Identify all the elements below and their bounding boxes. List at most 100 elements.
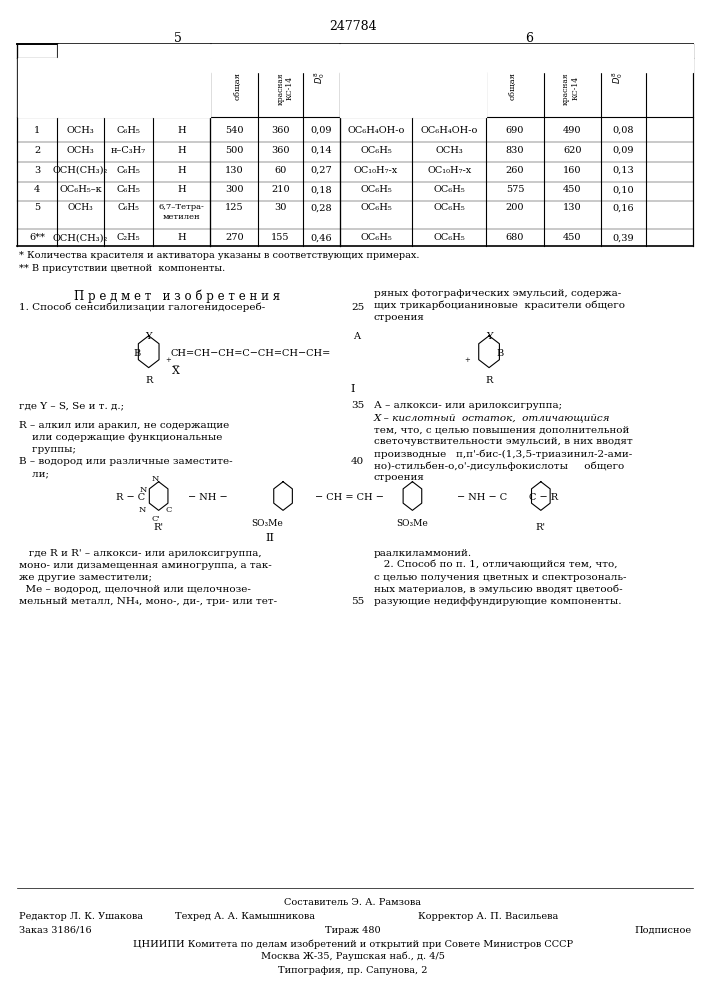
Text: 0,10: 0,10 <box>612 185 634 194</box>
Text: 0,39: 0,39 <box>612 233 634 242</box>
Text: C: C <box>165 506 172 514</box>
Text: Тираж 480: Тираж 480 <box>325 926 380 935</box>
Text: $D_0^8$: $D_0^8$ <box>610 72 625 84</box>
Text: Москва Ж-35, Раушская наб., д. 4/5: Москва Ж-35, Раушская наб., д. 4/5 <box>261 952 445 961</box>
Text: C₆H₅: C₆H₅ <box>117 126 140 135</box>
Text: A: A <box>77 64 84 73</box>
Text: 6**: 6** <box>29 233 45 242</box>
Text: R: R <box>486 376 493 385</box>
Bar <box>340 44 693 58</box>
Bar <box>153 58 210 117</box>
Text: $S_{0,85}$: $S_{0,85}$ <box>263 59 287 74</box>
Text: 30: 30 <box>274 203 287 212</box>
Text: №
при-
мера: № при- мера <box>26 64 48 90</box>
Text: строения: строения <box>373 313 424 322</box>
Text: ных материалов, в эмульсию вводят цветооб-: ных материалов, в эмульсию вводят цветоо… <box>373 585 622 594</box>
Text: 2. Способ по п. 1, отличающийся тем, что,: 2. Способ по п. 1, отличающийся тем, что… <box>373 561 617 570</box>
Text: раалкиламмоний.: раалкиламмоний. <box>373 549 472 558</box>
Text: $S_{0,85}$: $S_{0,85}$ <box>578 59 602 74</box>
Text: 0,46: 0,46 <box>310 233 332 242</box>
Text: общая: общая <box>233 72 241 100</box>
Text: H: H <box>177 126 186 135</box>
Text: П р е д м е т   и з о б р е т е н и я: П р е д м е т и з о б р е т е н и я <box>74 289 281 303</box>
Text: 540: 540 <box>225 126 243 135</box>
Text: 0,09: 0,09 <box>613 146 634 155</box>
Text: 210: 210 <box>271 185 290 194</box>
Text: Корректор А. П. Васильева: Корректор А. П. Васильева <box>419 912 559 921</box>
Text: 55: 55 <box>351 597 364 606</box>
Text: 0,18: 0,18 <box>310 185 332 194</box>
Text: 40: 40 <box>351 457 364 466</box>
Text: − NH − C: − NH − C <box>457 493 508 502</box>
Text: Краситель 1*: Краситель 1* <box>100 46 168 55</box>
Text: 300: 300 <box>225 185 243 194</box>
Text: ** В присутствии цветной  компоненты.: ** В присутствии цветной компоненты. <box>19 264 226 273</box>
Text: B: B <box>496 349 503 358</box>
Bar <box>58 44 210 58</box>
Text: I: I <box>351 384 355 394</box>
Text: н–C₃H₇: н–C₃H₇ <box>111 146 146 155</box>
Text: R – алкил или аракил, не содержащие: R – алкил или аракил, не содержащие <box>19 421 230 430</box>
Bar <box>211 44 339 58</box>
Text: Подписное: Подписное <box>634 926 691 935</box>
Text: 5: 5 <box>174 32 182 45</box>
Bar <box>340 72 412 117</box>
Text: OCH(CH₃)₂: OCH(CH₃)₂ <box>53 233 108 242</box>
Text: 360: 360 <box>271 126 290 135</box>
Text: SO₃Me: SO₃Me <box>397 519 428 528</box>
Text: N: N <box>139 506 146 514</box>
Bar <box>486 58 693 72</box>
Text: 25: 25 <box>351 303 364 312</box>
Text: 3: 3 <box>34 166 40 175</box>
Text: 2: 2 <box>34 146 40 155</box>
Text: OC₆H₄OH-o: OC₆H₄OH-o <box>421 126 478 135</box>
Text: 0,16: 0,16 <box>612 203 634 212</box>
Text: II: II <box>266 533 274 543</box>
Text: 450: 450 <box>563 233 581 242</box>
Text: с целью получения цветных и спектрозональ-: с целью получения цветных и спектрозонал… <box>373 573 626 582</box>
Text: ряных фотографических эмульсий, содержа-: ряных фотографических эмульсий, содержа- <box>373 289 621 298</box>
Text: 200: 200 <box>506 203 524 212</box>
Text: 1: 1 <box>34 126 40 135</box>
Text: 1. Способ сенсибилизации галогенидосереб-: 1. Способ сенсибилизации галогенидосереб… <box>19 303 266 312</box>
Text: 0,13: 0,13 <box>612 166 634 175</box>
Text: $D_0^8$: $D_0^8$ <box>312 72 327 84</box>
Text: N: N <box>152 475 159 483</box>
Text: OC₆H₅: OC₆H₅ <box>361 203 392 212</box>
Text: Без активатора: Без активатора <box>235 46 315 55</box>
Text: 60: 60 <box>274 166 286 175</box>
Text: OC₆H₄OH-o: OC₆H₄OH-o <box>347 126 405 135</box>
Text: Составитель Э. А. Рамзова: Составитель Э. А. Рамзова <box>284 898 421 907</box>
Text: красная
КС-14: красная КС-14 <box>276 72 293 105</box>
Text: A: A <box>354 332 360 341</box>
Text: где R и R' – алкокси- или арилоксигруппа,: где R и R' – алкокси- или арилоксигруппа… <box>19 549 262 558</box>
Text: OCH₃: OCH₃ <box>68 203 93 212</box>
Text: C₆H₅: C₆H₅ <box>117 203 139 212</box>
Text: OCH₃: OCH₃ <box>66 146 95 155</box>
Bar <box>413 72 486 117</box>
Text: Техред А. А. Камышникова: Техред А. А. Камышникова <box>175 912 315 921</box>
Text: 450: 450 <box>563 185 581 194</box>
Text: Типография, пр. Сапунова, 2: Типография, пр. Сапунова, 2 <box>278 966 428 975</box>
Text: тем, что, с целью повышения дополнительной: тем, что, с целью повышения дополнительн… <box>373 425 629 434</box>
Bar <box>340 58 486 72</box>
Text: Y: Y <box>486 332 492 341</box>
Text: щих трикарбоцианиновые  красители общего: щих трикарбоцианиновые красители общего <box>373 301 624 310</box>
Text: 575: 575 <box>506 185 524 194</box>
Text: строения: строения <box>373 473 424 482</box>
Text: OCH(CH₃)₂: OCH(CH₃)₂ <box>53 166 108 175</box>
Text: C₂H₅: C₂H₅ <box>117 233 140 242</box>
Text: же другие заместители;: же другие заместители; <box>19 573 152 582</box>
Text: 360: 360 <box>271 146 290 155</box>
Text: R: R <box>145 376 153 385</box>
Text: Ме – водород, щелочной или щелочнозе-: Ме – водород, щелочной или щелочнозе- <box>19 585 251 594</box>
Text: Заказ 3186/16: Заказ 3186/16 <box>19 926 92 935</box>
Text: 35: 35 <box>351 401 364 410</box>
Text: 270: 270 <box>225 233 244 242</box>
Text: OC₆H₅: OC₆H₅ <box>433 203 465 212</box>
Text: мельный металл, NH₄, моно-, ди-, три- или тет-: мельный металл, NH₄, моно-, ди-, три- ил… <box>19 597 277 606</box>
Text: Редактор Л. К. Ушакова: Редактор Л. К. Ушакова <box>19 912 144 921</box>
Text: 0,09: 0,09 <box>310 126 332 135</box>
Text: B: B <box>178 64 185 73</box>
Text: 830: 830 <box>506 146 524 155</box>
